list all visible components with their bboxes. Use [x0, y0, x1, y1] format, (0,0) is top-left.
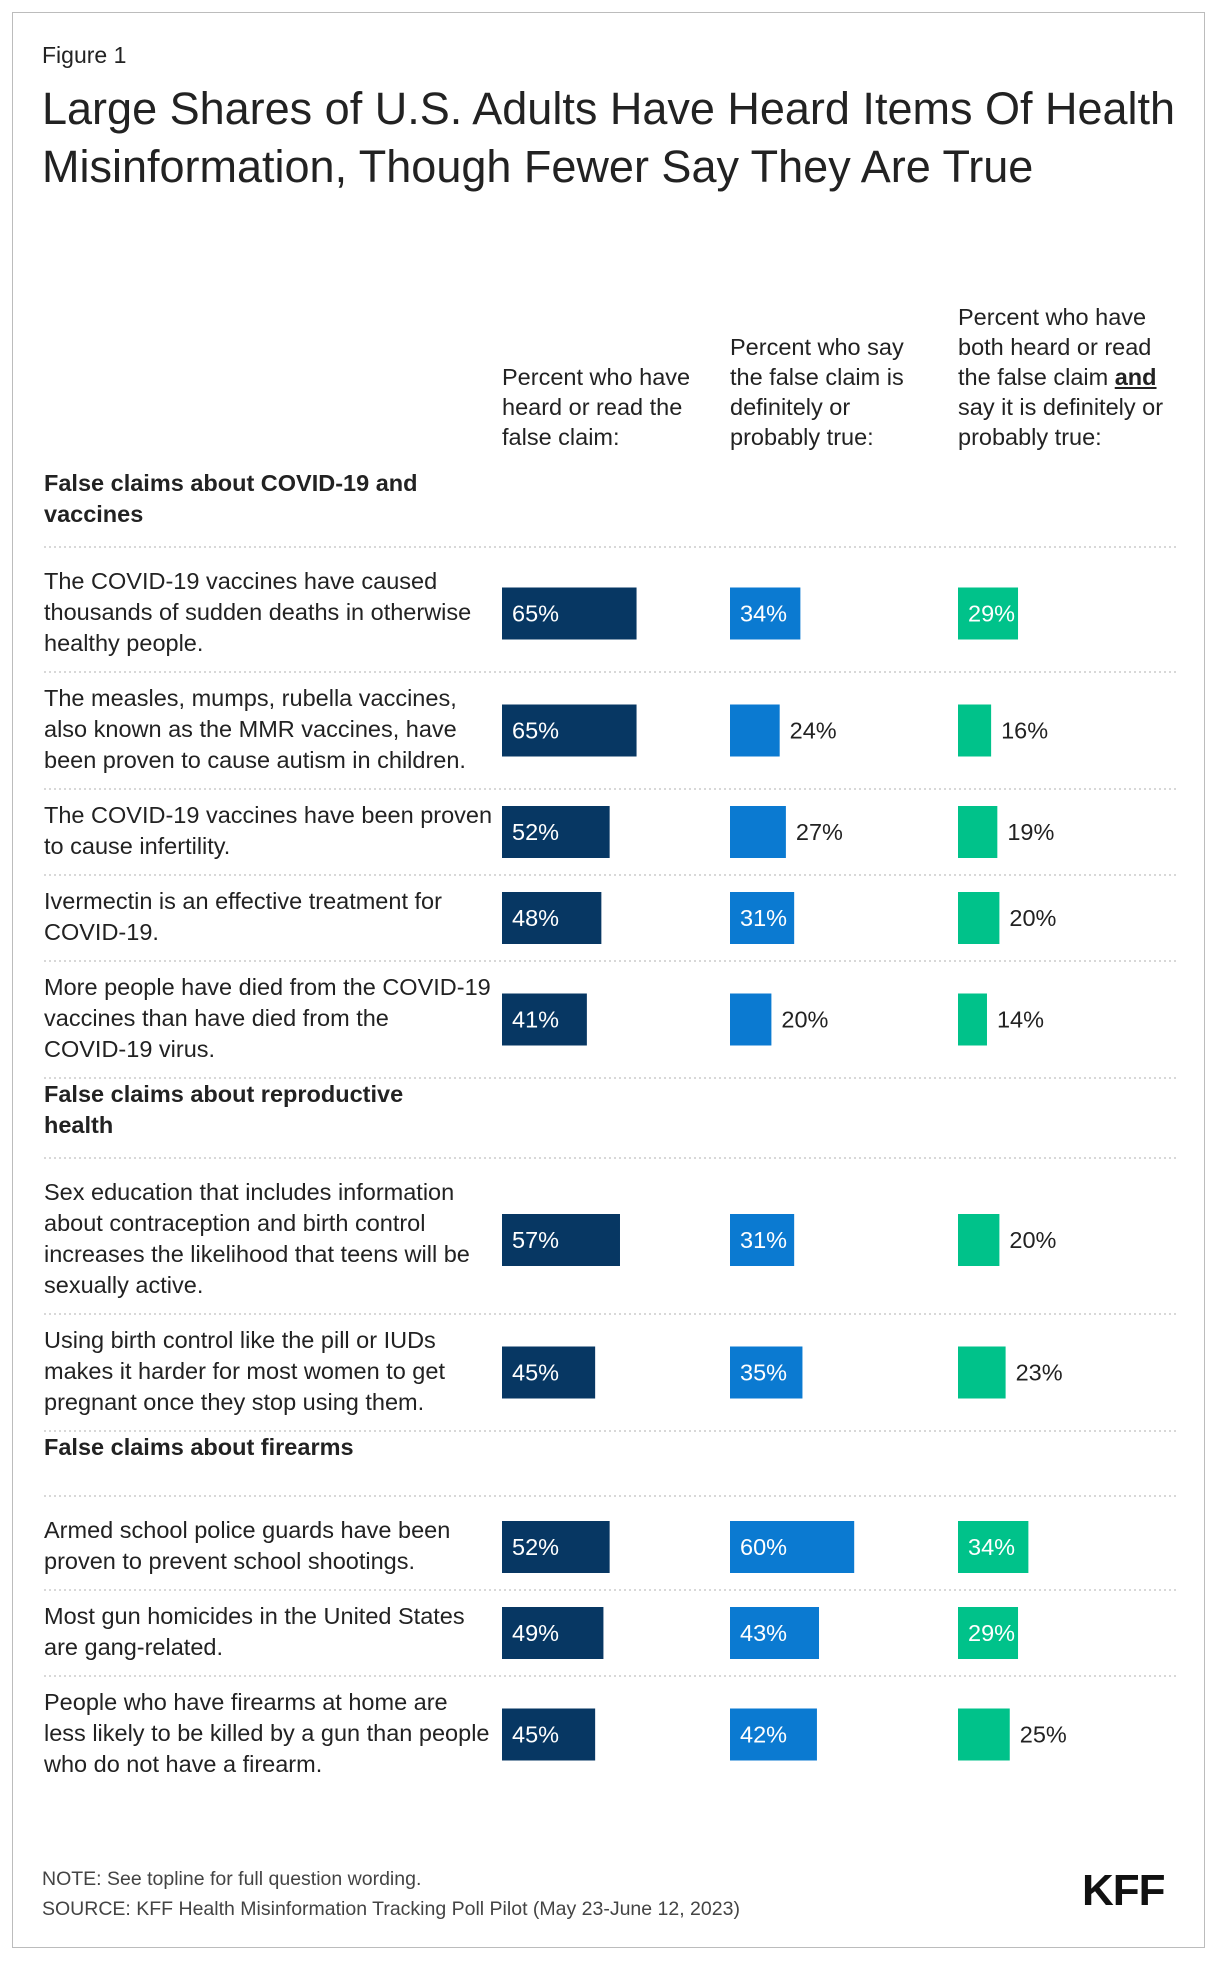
row-label: The measles, mumps, rubella vaccines, als… — [44, 685, 466, 773]
value-label-both: 20% — [1009, 1227, 1056, 1253]
bar-heard — [502, 1346, 596, 1399]
bar-true — [730, 1521, 855, 1573]
value-label-both: 19% — [1007, 819, 1054, 845]
bar-heard — [502, 587, 637, 640]
row-label: The COVID-19 vaccines have caused thousan… — [44, 568, 471, 656]
bar-heard — [502, 806, 610, 858]
bar-both — [958, 704, 992, 757]
bar-true — [730, 1708, 817, 1761]
value-label-both: 23% — [1016, 1360, 1063, 1386]
bar-heard — [502, 1521, 610, 1573]
bar-heard — [502, 704, 637, 757]
chart-title: Large Shares of U.S. Adults Have Heard I… — [42, 83, 1176, 192]
value-label-true: 42% — [740, 1722, 787, 1748]
value-label-both: 34% — [968, 1534, 1015, 1560]
bar-both — [958, 1214, 1000, 1266]
row-label: More people have died from the COVID-19 v… — [44, 974, 491, 1062]
bar-both — [958, 1346, 1006, 1399]
bar-true — [730, 806, 786, 858]
row-label: Sex education that includes information a… — [44, 1179, 470, 1298]
bar-both — [958, 1521, 1029, 1573]
value-label-both: 14% — [997, 1007, 1044, 1033]
bar-both — [958, 993, 987, 1046]
section-title: False claims about COVID-19 and vaccines — [44, 470, 418, 527]
bar-both — [958, 806, 998, 858]
value-label-both: 29% — [968, 601, 1015, 627]
value-label-true: 20% — [781, 1007, 828, 1033]
section-title: False claims about reproductive health — [44, 1081, 403, 1138]
value-label-true: 34% — [740, 601, 787, 627]
value-label-heard: 45% — [512, 1360, 559, 1386]
column-header-both-bold: and — [1114, 364, 1157, 390]
column-header-both-text: Percent who have both heard or read the … — [958, 302, 1183, 452]
bar-true — [730, 993, 772, 1046]
value-label-heard: 52% — [512, 819, 559, 845]
bar-both — [958, 892, 1000, 944]
row-label: Most gun homicides in the United States a… — [44, 1603, 465, 1660]
column-header-both-pre: Percent who have both heard or read the … — [958, 304, 1152, 390]
value-label-true: 24% — [790, 718, 837, 744]
bar-heard — [502, 1708, 596, 1761]
figure-label: Figure 1 — [42, 42, 127, 68]
value-label-both: 20% — [1009, 905, 1056, 931]
column-header-both: Percent who have both heard or read the … — [958, 282, 1183, 452]
value-label-heard: 41% — [512, 1007, 559, 1033]
value-label-heard: 57% — [512, 1227, 559, 1253]
bar-true — [730, 1346, 803, 1399]
bar-heard — [502, 892, 602, 944]
value-label-both: 29% — [968, 1620, 1015, 1646]
column-header-both-post: say it is definitely or probably true: — [958, 394, 1164, 450]
bar-both — [958, 587, 1019, 640]
column-header-heard-text: Percent who have heard or read the false… — [502, 364, 691, 450]
value-label-true: 35% — [740, 1360, 787, 1386]
value-label-heard: 48% — [512, 905, 559, 931]
bar-heard — [502, 1607, 604, 1659]
row-label: Using birth control like the pill or IUD… — [44, 1327, 445, 1415]
bar-both — [958, 1708, 1010, 1761]
bar-true — [730, 892, 795, 944]
value-label-heard: 65% — [512, 718, 559, 744]
footnote: NOTE: See topline for full question word… — [42, 1864, 740, 1924]
row-label: The COVID-19 vaccines have been proven to… — [44, 802, 492, 859]
value-label-both: 16% — [1001, 718, 1048, 744]
section-title: False claims about firearms — [44, 1434, 354, 1460]
figure-frame — [12, 12, 1205, 1948]
bar-true — [730, 587, 801, 640]
value-label-true: 31% — [740, 1227, 787, 1253]
value-label-true: 27% — [796, 819, 843, 845]
row-label: Armed school police guards have been prov… — [44, 1517, 450, 1574]
column-header-heard: Percent who have heard or read the false… — [502, 282, 717, 452]
value-label-true: 60% — [740, 1534, 787, 1560]
bar-true — [730, 1607, 820, 1659]
column-header-true: Percent who say the false claim is defin… — [730, 282, 935, 452]
column-header-true-text: Percent who say the false claim is defin… — [730, 334, 904, 450]
value-label-heard: 65% — [512, 601, 559, 627]
bar-heard — [502, 1214, 620, 1266]
value-label-heard: 52% — [512, 1534, 559, 1560]
value-label-both: 25% — [1020, 1722, 1067, 1748]
bar-true — [730, 704, 780, 757]
value-label-true: 31% — [740, 905, 787, 931]
kff-logo: KFF — [1082, 1866, 1166, 1915]
bar-heard — [502, 993, 587, 1046]
source-text: SOURCE: KFF Health Misinformation Tracki… — [42, 1898, 740, 1920]
bar-true — [730, 1214, 795, 1266]
value-label-heard: 49% — [512, 1620, 559, 1646]
row-label: People who have firearms at home are less… — [43, 1689, 489, 1777]
value-label-true: 43% — [740, 1620, 787, 1646]
value-label-heard: 45% — [512, 1722, 559, 1748]
bar-both — [958, 1607, 1019, 1659]
note-text: NOTE: See topline for full question word… — [42, 1868, 422, 1890]
row-label: Ivermectin is an effective treatment for… — [44, 888, 442, 945]
